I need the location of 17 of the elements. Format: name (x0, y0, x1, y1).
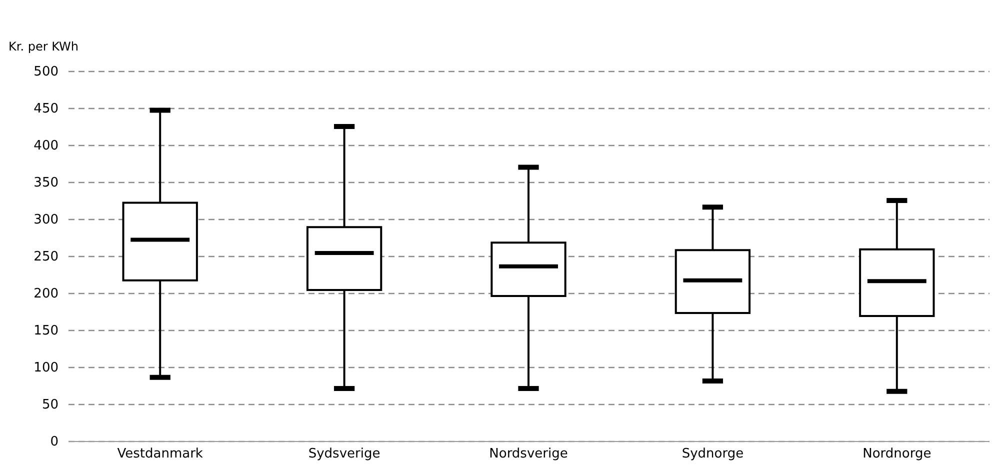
y-tick-label: 400 (34, 138, 58, 154)
y-tick-label: 100 (34, 360, 58, 376)
y-tick-label: 0 (50, 434, 58, 450)
y-tick-label: 350 (34, 176, 58, 190)
y-tick-label: 150 (34, 324, 58, 338)
x-tick-label: Sydnorge (682, 446, 744, 462)
y-axis-title: Kr. per KWh (8, 40, 78, 54)
y-tick-label: 450 (34, 102, 58, 116)
y-tick-label: 250 (34, 250, 58, 264)
y-tick-label: 50 (42, 398, 58, 412)
x-tick-label: Nordnorge (862, 446, 932, 462)
y-tick-label: 200 (34, 286, 58, 302)
y-tick-label: 300 (34, 212, 58, 228)
x-tick-label: Nordsverige (489, 446, 568, 462)
y-tick-label: 500 (34, 64, 58, 80)
x-tick-label: Vestdanmark (117, 446, 204, 462)
x-tick-label: Sydsverige (308, 446, 380, 462)
